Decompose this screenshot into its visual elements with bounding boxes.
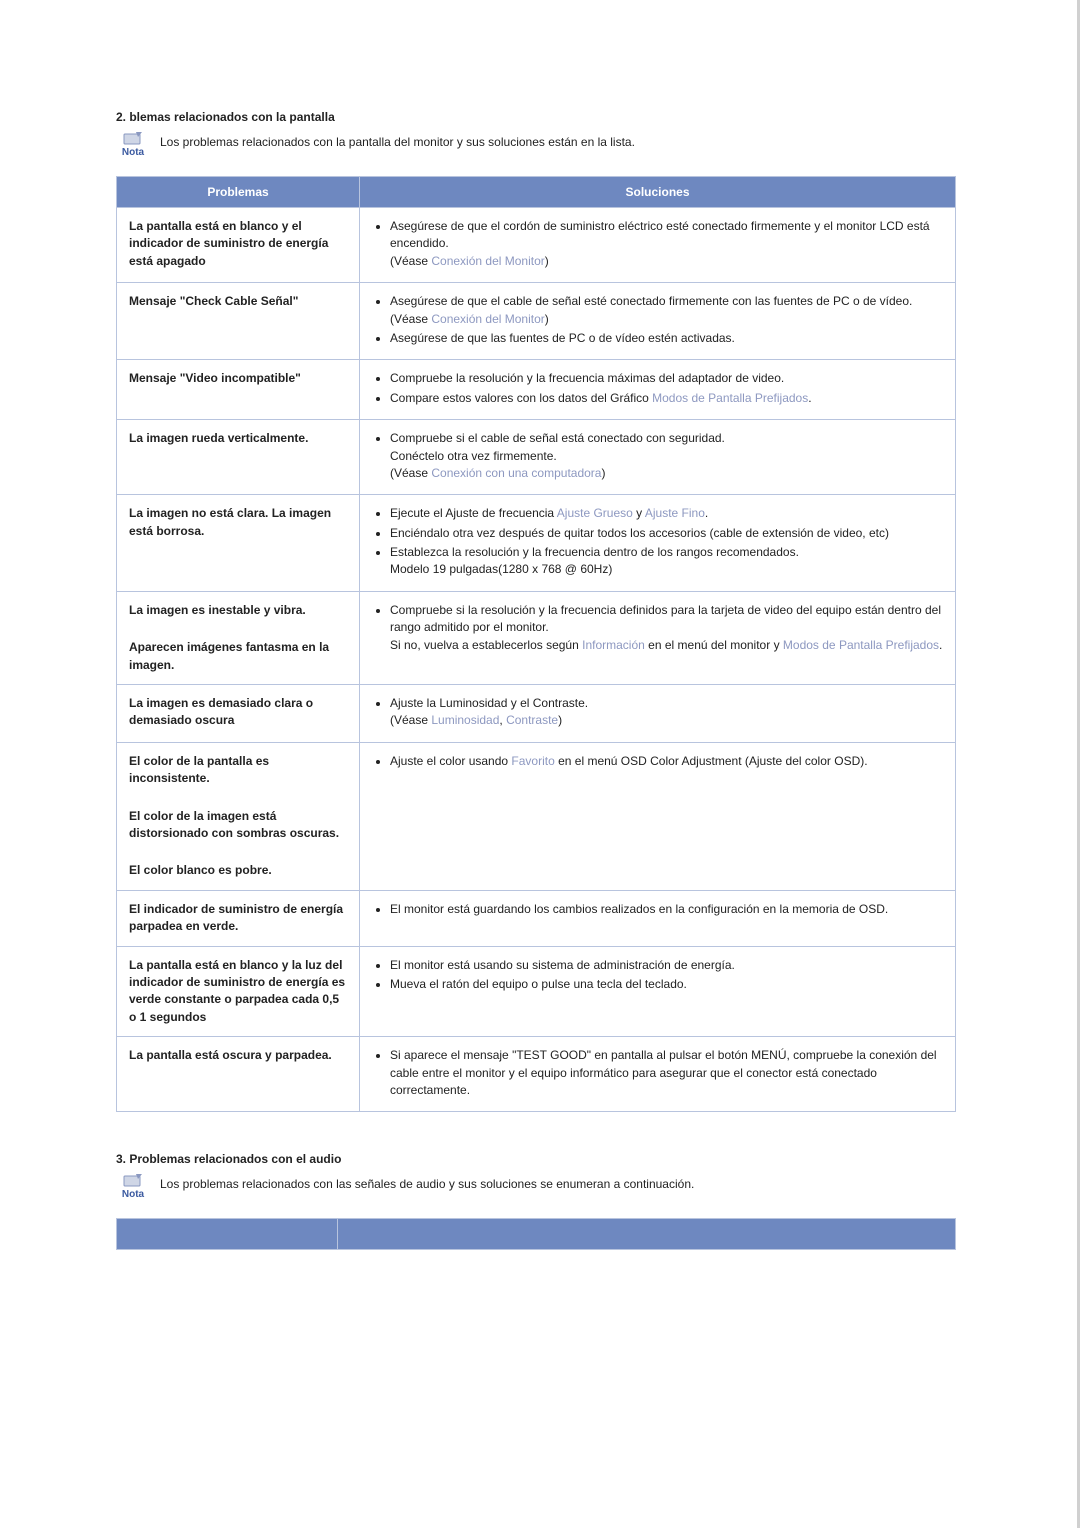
solution-text: . [808, 391, 811, 405]
audio-table-header [116, 1218, 956, 1250]
table-row: Mensaje "Video incompatible" Compruebe l… [117, 360, 956, 420]
troubleshoot-table: Problemas Soluciones La pantalla está en… [116, 176, 956, 1112]
solution-text: Conéctelo otra vez firmemente. [390, 449, 557, 463]
section2-title: 2. blemas relacionados con la pantalla [116, 110, 961, 124]
solution-text: Mueva el ratón del equipo o pulse una te… [390, 976, 943, 993]
solution-text: (Véase [390, 466, 431, 480]
section3-note-row: Nota Los problemas relacionados con las … [116, 1172, 961, 1200]
problem-cell: La imagen es demasiado clara o demasiado… [117, 685, 360, 743]
solution-text: Compruebe si la resolución y la frecuenc… [390, 603, 941, 634]
table-row: El color de la pantalla es inconsistente… [117, 742, 956, 797]
solution-text: Establezca la resolución y la frecuencia… [390, 545, 799, 559]
problem-cell: El indicador de suministro de energía pa… [117, 890, 360, 946]
solution-text: Compare estos valores con los datos del … [390, 391, 652, 405]
section2-note-text: Los problemas relacionados con la pantal… [160, 130, 635, 150]
problem-cell: La imagen rueda verticalmente. [117, 420, 360, 495]
section2-note-row: Nota Los problemas relacionados con la p… [116, 130, 961, 158]
link-contraste[interactable]: Contraste [506, 713, 558, 727]
table-row: La imagen rueda verticalmente. Compruebe… [117, 420, 956, 495]
solution-text: . [939, 638, 942, 652]
solution-text: ) [545, 312, 549, 326]
link-luminosidad[interactable]: Luminosidad [431, 713, 499, 727]
link-conexion-monitor[interactable]: Conexión del Monitor [431, 312, 544, 326]
solution-text: en el menú OSD Color Adjustment (Ajuste … [555, 754, 868, 768]
solution-text: ) [601, 466, 605, 480]
solution-text: ) [545, 254, 549, 268]
table-row: La imagen es demasiado clara o demasiado… [117, 685, 956, 743]
col-header-solution: Soluciones [360, 177, 956, 208]
problem-cell: La pantalla está en blanco y el indicado… [117, 208, 360, 283]
link-ajuste-fino[interactable]: Ajuste Fino [645, 506, 705, 520]
solution-text: Asegúrese de que el cordón de suministro… [390, 219, 930, 250]
problem-cell: La imagen es inestable y vibra. [117, 591, 360, 629]
solution-text: Compruebe si el cable de señal está cone… [390, 431, 725, 445]
solution-cell: Compruebe la resolución y la frecuencia … [360, 360, 956, 420]
link-favorito[interactable]: Favorito [511, 754, 554, 768]
table-row: La imagen no está clara. La imagen está … [117, 495, 956, 592]
solution-text: Asegúrese de que las fuentes de PC o de … [390, 330, 943, 347]
table-row: La pantalla está en blanco y el indicado… [117, 208, 956, 283]
problem-cell: Aparecen imágenes fantasma en la imagen. [117, 629, 360, 684]
empty-header-left [117, 1219, 338, 1250]
link-informacion[interactable]: Información [582, 638, 645, 652]
solution-text: Ajuste el color usando [390, 754, 511, 768]
solution-text: ) [558, 713, 562, 727]
problem-cell: La imagen no está clara. La imagen está … [117, 495, 360, 592]
link-conexion-computadora[interactable]: Conexión con una computadora [431, 466, 601, 480]
link-conexion-monitor[interactable]: Conexión del Monitor [431, 254, 544, 268]
table-row: La imagen es inestable y vibra. Comprueb… [117, 591, 956, 629]
solution-cell: Ajuste la Luminosidad y el Contraste. (V… [360, 685, 956, 743]
table-row: La pantalla está oscura y parpadea. Si a… [117, 1037, 956, 1112]
solution-text: . [705, 506, 708, 520]
section3-title: 3. Problemas relacionados con el audio [116, 1152, 961, 1166]
problem-cell: Mensaje "Check Cable Señal" [117, 283, 360, 360]
solution-cell: Compruebe si la resolución y la frecuenc… [360, 591, 956, 684]
solution-cell: El monitor está usando su sistema de adm… [360, 946, 956, 1037]
link-ajuste-grueso[interactable]: Ajuste Grueso [557, 506, 633, 520]
solution-cell: Ajuste el color usando Favorito en el me… [360, 742, 956, 890]
link-modos-pantalla[interactable]: Modos de Pantalla Prefijados [652, 391, 808, 405]
problem-cell: El color de la imagen está distorsionado… [117, 798, 360, 853]
link-modos-pantalla[interactable]: Modos de Pantalla Prefijados [783, 638, 939, 652]
note-icon: Nota [116, 1172, 150, 1200]
solution-text: Compruebe la resolución y la frecuencia … [390, 370, 943, 387]
solution-text: El monitor está guardando los cambios re… [390, 901, 943, 918]
note-label: Nota [122, 1189, 144, 1200]
solution-cell: Asegúrese de que el cordón de suministro… [360, 208, 956, 283]
solution-cell: Compruebe si el cable de señal está cone… [360, 420, 956, 495]
solution-text: (Véase [390, 312, 431, 326]
solution-text: Modelo 19 pulgadas(1280 x 768 @ 60Hz) [390, 562, 612, 576]
section3-note-text: Los problemas relacionados con las señal… [160, 1172, 694, 1192]
solution-cell: El monitor está guardando los cambios re… [360, 890, 956, 946]
note-label: Nota [122, 147, 144, 158]
problem-cell: La pantalla está en blanco y la luz del … [117, 946, 360, 1037]
problem-cell: El color de la pantalla es inconsistente… [117, 742, 360, 797]
solution-text: (Véase [390, 713, 431, 727]
solution-text: El monitor está usando su sistema de adm… [390, 957, 943, 974]
page-container: 2. blemas relacionados con la pantalla N… [0, 0, 1080, 1528]
empty-header-right [338, 1219, 956, 1250]
problem-cell: Mensaje "Video incompatible" [117, 360, 360, 420]
solution-cell: Asegúrese de que el cable de señal esté … [360, 283, 956, 360]
solution-text: Ajuste la Luminosidad y el Contraste. [390, 696, 588, 710]
solution-text: Si no, vuelva a establecerlos según [390, 638, 582, 652]
problem-cell: La pantalla está oscura y parpadea. [117, 1037, 360, 1112]
solution-text: Ejecute el Ajuste de frecuencia [390, 506, 557, 520]
table-row: Mensaje "Check Cable Señal" Asegúrese de… [117, 283, 956, 360]
solution-text: en el menú del monitor y [645, 638, 783, 652]
solution-cell: Ejecute el Ajuste de frecuencia Ajuste G… [360, 495, 956, 592]
solution-cell: Si aparece el mensaje "TEST GOOD" en pan… [360, 1037, 956, 1112]
solution-text: Asegúrese de que el cable de señal esté … [390, 294, 912, 308]
table-row: El indicador de suministro de energía pa… [117, 890, 956, 946]
table-row: La pantalla está en blanco y la luz del … [117, 946, 956, 1037]
problem-cell: El color blanco es pobre. [117, 852, 360, 890]
solution-text: Si aparece el mensaje "TEST GOOD" en pan… [390, 1047, 943, 1099]
solution-text: Enciéndalo otra vez después de quitar to… [390, 525, 943, 542]
solution-text: (Véase [390, 254, 431, 268]
note-icon: Nota [116, 130, 150, 158]
solution-text: y [633, 506, 645, 520]
col-header-problem: Problemas [117, 177, 360, 208]
